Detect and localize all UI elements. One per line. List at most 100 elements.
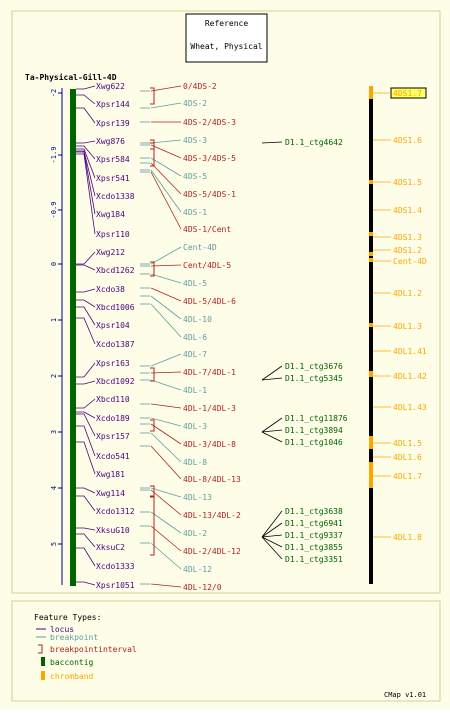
chromband-axis[interactable] xyxy=(369,88,373,584)
locus-label[interactable]: Xwg212 xyxy=(96,248,125,257)
chromband-label[interactable]: 4DL1.43 xyxy=(393,403,427,412)
contig-label[interactable]: D1.1_ctg1046 xyxy=(285,438,343,447)
locus-connector xyxy=(76,85,96,90)
locus-label[interactable]: Xcdo1333 xyxy=(96,562,135,571)
chromosome-bar[interactable] xyxy=(70,89,76,586)
contig-label[interactable]: D1.1_ctg9337 xyxy=(285,531,343,540)
locus-label[interactable]: Xcdo38 xyxy=(96,285,125,294)
interval-bracket xyxy=(150,419,155,432)
loci-layer: Xwg622 Xpsr144 Xpsr139 Xwg876 Xpsr584 Xpsr541… xyxy=(76,82,135,590)
chromband-segment xyxy=(369,371,373,377)
locus-label[interactable]: Xcdo189 xyxy=(96,414,130,423)
locus-label[interactable]: Xpsr157 xyxy=(96,432,130,441)
breakpoint-label[interactable]: 4DS-3 xyxy=(183,136,207,145)
breakpoint-label[interactable]: 4DL-3 xyxy=(183,422,207,431)
breakpoint-label[interactable]: 4DL-12 xyxy=(183,565,212,574)
locus-label[interactable]: Xbcd1092 xyxy=(96,377,135,386)
breakpoint-interval-label[interactable]: 4DS-3/4DS-5 xyxy=(183,154,236,163)
breakpoint-interval-label[interactable]: Cent/4DL-5 xyxy=(183,261,231,270)
chromband-label[interactable]: 4DL1.41 xyxy=(393,347,427,356)
contig-label[interactable]: D1.1_ctg4642 xyxy=(285,138,343,147)
breakpoint-label[interactable]: 4DL-13 xyxy=(183,493,212,502)
breakpoint-label[interactable]: 4DL-10 xyxy=(183,315,212,324)
breakpoint-label[interactable]: 4DS-2 xyxy=(183,99,207,108)
breakpoint-label[interactable]: 4DS-1 xyxy=(183,208,207,217)
locus-label[interactable]: Xbcd110 xyxy=(96,395,130,404)
chromband-label[interactable]: 4DS1.4 xyxy=(393,206,422,215)
chromband-label[interactable]: 4DL1.2 xyxy=(393,289,422,298)
locus-label[interactable]: Xpsr1051 xyxy=(96,581,135,590)
locus-label[interactable]: Xpsr139 xyxy=(96,119,130,128)
breakpoint-interval-label[interactable]: 4DL-13/4DL-2 xyxy=(183,511,241,520)
chromband-label[interactable]: 4DL1.8 xyxy=(393,533,422,542)
locus-label[interactable]: Xpsr144 xyxy=(96,100,130,109)
locus-label[interactable]: Xwg876 xyxy=(96,137,125,146)
interval-bracket xyxy=(150,367,155,382)
breakpoint-label[interactable]: 4DL-6 xyxy=(183,333,207,342)
locus-label[interactable]: Xwg181 xyxy=(96,470,125,479)
locus-label[interactable]: XksuG10 xyxy=(96,526,130,535)
breakpoint-interval-label[interactable]: 4DS-1/Cent xyxy=(183,225,231,234)
locus-label[interactable]: Xcdo1312 xyxy=(96,507,135,516)
locus-label[interactable]: Xcdo1338 xyxy=(96,192,135,201)
chromband-label[interactable]: 4DL1.6 xyxy=(393,453,422,462)
contig-label[interactable]: D1.1_ctg3351 xyxy=(285,555,343,564)
contig-label[interactable]: D1.1_ctg3855 xyxy=(285,543,343,552)
breakpoint-label[interactable]: Cent-4D xyxy=(183,243,217,252)
bin-connector xyxy=(150,295,182,320)
chromband-label[interactable]: 4DS1.6 xyxy=(393,136,422,145)
reference-box[interactable]: Reference Wheat, Physical xyxy=(185,13,268,63)
locus-label[interactable]: Xcdo1387 xyxy=(96,340,135,349)
breakpoint-interval-label[interactable]: 4DL-1/4DL-3 xyxy=(183,404,236,413)
contig-label[interactable]: D1.1_ctg5345 xyxy=(285,374,343,383)
locus-label[interactable]: Xwg114 xyxy=(96,489,125,498)
breakpoint-interval-label[interactable]: 4DL-7/4DL-1 xyxy=(183,368,236,377)
chromband-segment xyxy=(369,252,373,256)
locus-label[interactable]: Xbcd1006 xyxy=(96,303,135,312)
chromband-label[interactable]: 4DS1.5 xyxy=(393,178,422,187)
locus-label[interactable]: Xbcd1262 xyxy=(96,266,135,275)
chromband-label[interactable]: 4DS1.3 xyxy=(393,233,422,242)
breakpoint-interval-label[interactable]: 4DL-2/4DL-12 xyxy=(183,547,241,556)
chromband-label[interactable]: 4DL1.3 xyxy=(393,322,422,331)
chromband-label[interactable]: 4DS1.7 xyxy=(393,89,422,98)
locus-connector xyxy=(76,380,96,385)
contig-label[interactable]: D1.1_ctg6941 xyxy=(285,519,343,528)
scale-tick-label: 1 xyxy=(50,318,58,322)
breakpoint-label[interactable]: 4DL-1 xyxy=(183,386,207,395)
contig-label[interactable]: D1.1_ctg11876 xyxy=(285,414,348,423)
locus-label[interactable]: Xwg622 xyxy=(96,82,125,91)
breakpoint-interval-label[interactable]: 4DL-12/0 xyxy=(183,583,222,592)
locus-label[interactable]: XksuC2 xyxy=(96,543,125,552)
locus-label[interactable]: Xpsr584 xyxy=(96,155,130,164)
breakpoint-label[interactable]: 4DL-2 xyxy=(183,529,207,538)
breakpoint-interval-label[interactable]: 4DS-2/4DS-3 xyxy=(183,118,236,127)
locus-label[interactable]: Xpsr110 xyxy=(96,230,130,239)
contig-label[interactable]: D1.1_ctg3638 xyxy=(285,507,343,516)
breakpoint-interval-label[interactable]: 4DL-3/4DL-8 xyxy=(183,440,236,449)
contig-label[interactable]: D1.1_ctg3676 xyxy=(285,362,343,371)
breakpoint-interval-label[interactable]: 0/4DS-2 xyxy=(183,82,217,91)
map-title[interactable]: Ta-Physical-Gill-4D xyxy=(25,72,117,82)
breakpoint-label[interactable]: 4DL-8 xyxy=(183,458,207,467)
breakpoint-label[interactable]: 4DL-5 xyxy=(183,279,207,288)
contig-label[interactable]: D1.1_ctg3894 xyxy=(285,426,343,435)
breakpoint-interval-label[interactable]: 4DS-5/4DS-1 xyxy=(183,190,236,199)
chromband-label[interactable]: 4DS1.2 xyxy=(393,246,422,255)
locus-label[interactable]: Xpsr541 xyxy=(96,174,130,183)
chromband-label[interactable]: 4DL1.7 xyxy=(393,472,422,481)
chromband-label[interactable]: 4DL1.42 xyxy=(393,372,427,381)
breakpoint-label[interactable]: 4DL-7 xyxy=(183,350,207,359)
breakpoint-interval-label[interactable]: 4DL-8/4DL-13 xyxy=(183,475,241,484)
chromband-label[interactable]: Cent-4D xyxy=(393,257,427,266)
chromband-label[interactable]: 4DL1.5 xyxy=(393,439,422,448)
breakpoint-label[interactable]: 4DS-5 xyxy=(183,172,207,181)
locus-connector xyxy=(76,94,96,105)
locus-label[interactable]: Xwg184 xyxy=(96,210,125,219)
locus-label[interactable]: Xcdo541 xyxy=(96,452,130,461)
locus-label[interactable]: Xpsr104 xyxy=(96,321,130,330)
locus-label[interactable]: Xpsr163 xyxy=(96,359,130,368)
breakpoint-interval-label[interactable]: 4DL-5/4DL-6 xyxy=(183,297,236,306)
contig-layer: D1.1_ctg4642 D1.1_ctg3676 D1.1_ctg5345 D1.1… xyxy=(261,138,348,564)
